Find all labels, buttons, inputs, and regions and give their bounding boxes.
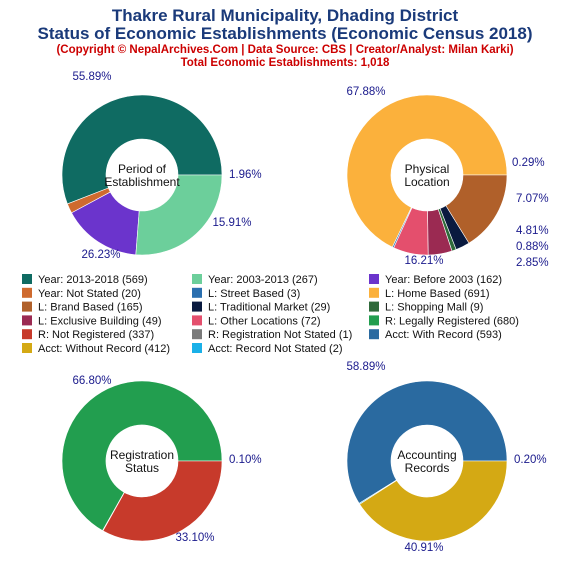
legend-swatch (22, 287, 32, 298)
chart-title-line2: Status of Economic Establishments (Econo… (37, 24, 533, 43)
slice-percent-label: 7.07% (516, 193, 549, 205)
legend-swatch (192, 287, 202, 298)
legend-label: Year: 2013-2018 (569) (38, 274, 148, 286)
legend-label: Acct: Record Not Stated (2) (208, 343, 343, 355)
pie-slice (61, 380, 223, 532)
chart-title-line1: Thakre Rural Municipality, Dhading Distr… (111, 6, 459, 25)
legend-label: Acct: Without Record (412) (38, 343, 170, 355)
slice-percent-label: 67.88% (346, 86, 385, 98)
legend-item: Acct: Record Not Stated (2) (192, 343, 343, 355)
legend-swatch (192, 274, 202, 284)
legend-label: Year: Before 2003 (162) (385, 274, 502, 286)
donut-hole (106, 139, 178, 211)
pie-slice (61, 94, 223, 205)
slice-percent-label: 33.10% (175, 532, 214, 544)
donut-center-label: Registration (110, 448, 174, 462)
legend-label: L: Shopping Mall (9) (385, 302, 483, 314)
slice-percent-label: 2.85% (516, 257, 549, 269)
legend-swatch (369, 274, 379, 284)
legend-item: L: Exclusive Building (49) (22, 315, 162, 327)
legend-item: Year: 2003-2013 (267) (192, 274, 318, 286)
pie-slice (346, 380, 508, 504)
legend-item: R: Registration Not Stated (1) (192, 329, 352, 341)
legend-item: Acct: With Record (593) (369, 329, 502, 341)
pie-slice (445, 174, 508, 244)
legend-item: L: Other Locations (72) (192, 315, 321, 327)
donut-hole (106, 425, 178, 497)
slice-percent-label: 40.91% (404, 542, 443, 554)
legend-swatch (22, 274, 32, 284)
slice-percent-label: 0.29% (512, 157, 545, 169)
legend-swatch (369, 301, 379, 312)
legend-item: Year: Not Stated (20) (22, 287, 141, 300)
legend-label: Year: 2003-2013 (267) (208, 274, 318, 286)
legend-label: R: Registration Not Stated (1) (208, 329, 352, 341)
legend-label: L: Brand Based (165) (38, 302, 143, 314)
legend-label: L: Exclusive Building (49) (38, 315, 162, 327)
legend-label: L: Home Based (691) (385, 288, 490, 300)
legend-swatch (369, 329, 379, 340)
slice-percent-label: 0.10% (229, 454, 262, 466)
legend-label: R: Not Registered (337) (38, 329, 154, 341)
chart-subtitle-credits: (Copyright © NepalArchives.Com | Data So… (56, 44, 514, 56)
legend-swatch (369, 287, 379, 298)
slice-percent-label: 66.80% (72, 375, 111, 387)
legend-swatch (22, 301, 32, 312)
legend: Year: 2013-2018 (569) Year: 2003-2013 (26… (22, 274, 519, 355)
legend-swatch (192, 315, 202, 326)
legend-item: L: Brand Based (165) (22, 301, 143, 314)
donut-center-label: Period of (118, 162, 167, 176)
pie-slice (346, 94, 508, 248)
donut-center-label: Accounting (397, 448, 456, 462)
legend-item: R: Not Registered (337) (22, 329, 154, 341)
legend-item: L: Street Based (3) (192, 287, 300, 300)
legend-swatch (192, 301, 202, 312)
legend-label: L: Street Based (3) (208, 288, 300, 300)
slice-percent-label: 15.91% (212, 217, 251, 229)
legend-item: L: Traditional Market (29) (192, 301, 330, 314)
legend-label: Acct: With Record (593) (385, 329, 502, 341)
donut-center-label: Records (405, 461, 450, 475)
legend-item: Year: Before 2003 (162) (369, 274, 502, 286)
slice-percent-label: 26.23% (81, 249, 120, 261)
legend-item: L: Home Based (691) (369, 287, 490, 300)
legend-label: L: Traditional Market (29) (208, 302, 330, 314)
slice-percent-label: 0.88% (516, 241, 549, 253)
legend-item: Acct: Without Record (412) (22, 343, 170, 355)
legend-label: Year: Not Stated (20) (38, 288, 141, 300)
slice-percent-label: 58.89% (346, 361, 385, 373)
slice-percent-label: 55.89% (72, 71, 111, 83)
legend-item: Year: 2013-2018 (569) (22, 274, 148, 286)
slice-percent-label: 16.21% (404, 255, 443, 267)
slice-percent-label: 4.81% (516, 225, 549, 237)
legend-item: L: Shopping Mall (9) (369, 301, 483, 314)
pie-slice (102, 460, 223, 542)
donut-center-label: Establishment (104, 175, 180, 189)
slice-percent-label: 0.20% (514, 454, 547, 466)
legend-swatch (192, 329, 202, 340)
legend-swatch (22, 343, 32, 353)
donut-hole (391, 425, 463, 497)
pie-slice (359, 460, 508, 542)
pie-slice (135, 174, 223, 256)
chart-subtitle-total: Total Economic Establishments: 1,018 (180, 57, 390, 69)
slice-percent-label: 1.96% (229, 169, 262, 181)
donut-center-label: Location (404, 175, 449, 189)
legend-label: R: Legally Registered (680) (385, 315, 519, 327)
donut-hole (391, 139, 463, 211)
legend-swatch (192, 343, 202, 353)
legend-label: L: Other Locations (72) (208, 315, 321, 327)
donut-chart-2: 67.88% 0.29% 7.07% 4.81% 0.88% 2.85% 16.21% Phy… (346, 86, 548, 269)
legend-swatch (369, 315, 379, 326)
legend-swatch (22, 315, 32, 326)
donut-chart-1: 55.89% 1.96% 15.91% 26.23% Period ofEstablis… (61, 71, 262, 261)
donut-center-label: Status (125, 461, 159, 475)
legend-swatch (22, 329, 32, 340)
legend-item: R: Legally Registered (680) (369, 315, 519, 327)
donut-center-label: Physical (405, 162, 450, 176)
